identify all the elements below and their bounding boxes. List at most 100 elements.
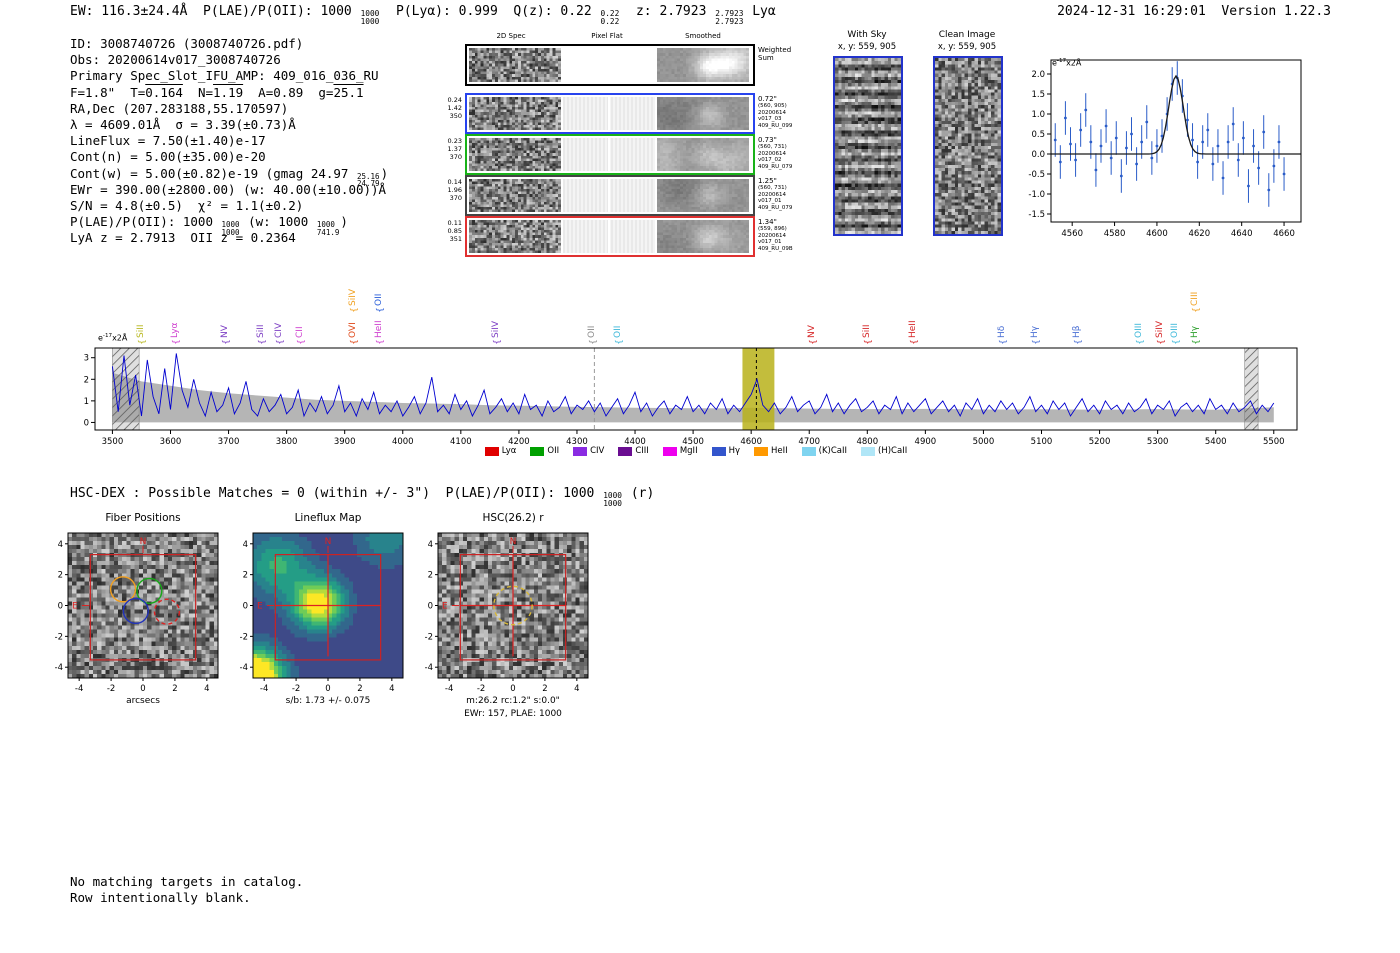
svg-text:2.0: 2.0 [1031, 70, 1045, 80]
legend-label: OII [547, 446, 560, 456]
overlined-value: 1.19 [213, 84, 244, 100]
info-line: RA,Dec (207.283188,55.170597) [70, 101, 388, 117]
svg-text:0: 0 [140, 684, 145, 694]
spec2d-smoothed-image [657, 48, 749, 82]
fraction-bottom: 1000 [603, 498, 622, 508]
map-title: Fiber Positions [105, 512, 181, 524]
info-line: Cont(n) = 5.00(±35.00)e-20 [70, 149, 388, 165]
stacked-fraction: 0.22 0.22 [601, 10, 620, 26]
emission-line-label: NV [807, 325, 818, 338]
svg-text:4580: 4580 [1104, 229, 1126, 239]
svg-text:5300: 5300 [1147, 437, 1169, 447]
emission-line-label: SiIV [1155, 320, 1166, 338]
info-line: LineFlux = 7.50(±1.40)e-17 [70, 133, 388, 149]
spec2d-fiber-weights: 0.23 1.37 370 [440, 137, 462, 161]
smoothed-image [657, 179, 749, 212]
info-line: EWr = 390.00(±2800.00) (w: 40.00(±10.00)… [70, 182, 388, 198]
line-label-brace: } [1189, 307, 1200, 313]
emission-line-label: SiII [255, 324, 266, 338]
text: S/N = 4.8(±0.5) χ² = 1.1(±0.2) [70, 197, 304, 213]
svg-text:0: 0 [84, 418, 89, 428]
sky-panel-image [933, 56, 1003, 236]
svg-text:4500: 4500 [682, 437, 704, 447]
svg-text:4000: 4000 [392, 437, 414, 447]
svg-text:3600: 3600 [160, 437, 182, 447]
smoothed-image [657, 97, 749, 130]
flux-units-label: e-17x2Å [98, 333, 127, 343]
noise-image [469, 48, 561, 82]
svg-text:-1.0: -1.0 [1028, 190, 1045, 200]
fraction-top: 25.16 [356, 171, 380, 181]
weight-value: 0.14 [447, 178, 462, 186]
fraction-bottom: 2.7923 [715, 16, 744, 26]
svg-text:E: E [72, 602, 78, 612]
svg-text:2: 2 [542, 684, 547, 694]
svg-text:-4: -4 [445, 684, 453, 694]
stacked-fraction: 1000 741.9 [317, 221, 340, 236]
svg-text:4800: 4800 [856, 437, 878, 447]
sky-panel-coords: x, y: 559, 905 [837, 42, 897, 52]
svg-text:-4: -4 [260, 684, 268, 694]
fraction-bottom: 0.22 [600, 16, 620, 26]
emission-line-label: HeII [908, 320, 919, 338]
emission-line-label: Hβ [1071, 325, 1082, 338]
annotation-line: Weighted [758, 46, 792, 54]
spec2d-fiber-annotation: 0.72" (560, 905) 20200614 v017_03 409_RU_099 [758, 95, 818, 129]
spec2d-pixelflat-image [563, 97, 655, 130]
annotation-line: v017_03 [758, 116, 782, 122]
header-timestamp: 2024-12-31 16:29:01 Version 1.22.3 [1057, 4, 1331, 19]
annotation-line: 20200614 [758, 191, 786, 198]
spec2d-column-header: Smoothed [685, 32, 721, 40]
fraction-top: 1000 [360, 9, 380, 19]
weight-value: 0.11 [447, 219, 462, 227]
smoothed-image [657, 48, 749, 82]
text: Cont(n) = 5.00(±35.00)e-20 [70, 149, 266, 165]
line-label-brace: } [373, 307, 384, 313]
info-line: Primary Spec_Slot_IFU_AMP: 409_016_036_R… [70, 68, 388, 84]
legend-label: HeII [771, 446, 788, 456]
text: F=1.8" T= [70, 84, 146, 100]
emission-line-label: OVI [347, 322, 358, 338]
legend-item: CIV [573, 446, 604, 456]
weight-value: 370 [449, 194, 462, 202]
legend-swatch [484, 446, 499, 456]
unit-sup: -17 [102, 333, 113, 339]
noise-image [469, 179, 561, 212]
svg-text:3900: 3900 [334, 437, 356, 447]
text: Primary Spec_Slot_IFU_AMP: 409_016_036_R… [70, 68, 379, 84]
svg-text:-2: -2 [55, 632, 63, 642]
noise-image [469, 97, 561, 130]
sky-image-panels: With Sky x, y: 559, 905 Clean Image x, y: 5… [820, 30, 1020, 245]
legend-swatch [530, 446, 545, 456]
spec2d-fiber-weights: 0.24 1.42 350 [440, 96, 462, 120]
emission-line-label: SiII [862, 324, 873, 338]
svg-text:1.0: 1.0 [1031, 110, 1045, 120]
text: HSC-DEX : Possible Matches = 0 (within +… [70, 486, 603, 501]
svg-text:4: 4 [58, 540, 63, 550]
emission-line-label: OII [587, 325, 598, 338]
svg-text:4200: 4200 [508, 437, 530, 447]
spec2d-row [465, 134, 755, 175]
emission-line-label: OII [373, 293, 384, 306]
svg-text:E: E [442, 602, 448, 612]
spec2d-2dspec-image [469, 220, 561, 253]
svg-text:4300: 4300 [566, 437, 588, 447]
noise-image [469, 220, 561, 253]
svg-text:4400: 4400 [624, 437, 646, 447]
map-xlabel: arcsecs [126, 696, 160, 706]
emission-line-label: Lyα [170, 322, 181, 338]
annotation-line: (559, 896) [758, 226, 787, 232]
text: EW: 116.3±24.4Å P(LAE)/P(OII): 1000 [70, 4, 360, 19]
clean-spectrum-image [935, 58, 1001, 234]
fraction-bottom: 741.9 [316, 227, 340, 237]
sky-panel-coords: x, y: 559, 905 [937, 42, 997, 52]
spec2d-fiber-annotation: 1.34" (559, 896) 20200614 v017_01 409_RU_09B [758, 218, 818, 252]
svg-text:4700: 4700 [798, 437, 820, 447]
header-summary: EW: 116.3±24.4Å P(LAE)/P(OII): 1000 1000… [70, 4, 776, 26]
emission-line-label: Hδ [997, 325, 1008, 338]
emission-line-label: HeII [373, 320, 384, 338]
svg-text:5400: 5400 [1205, 437, 1227, 447]
legend-label: (K)CaII [818, 446, 848, 456]
